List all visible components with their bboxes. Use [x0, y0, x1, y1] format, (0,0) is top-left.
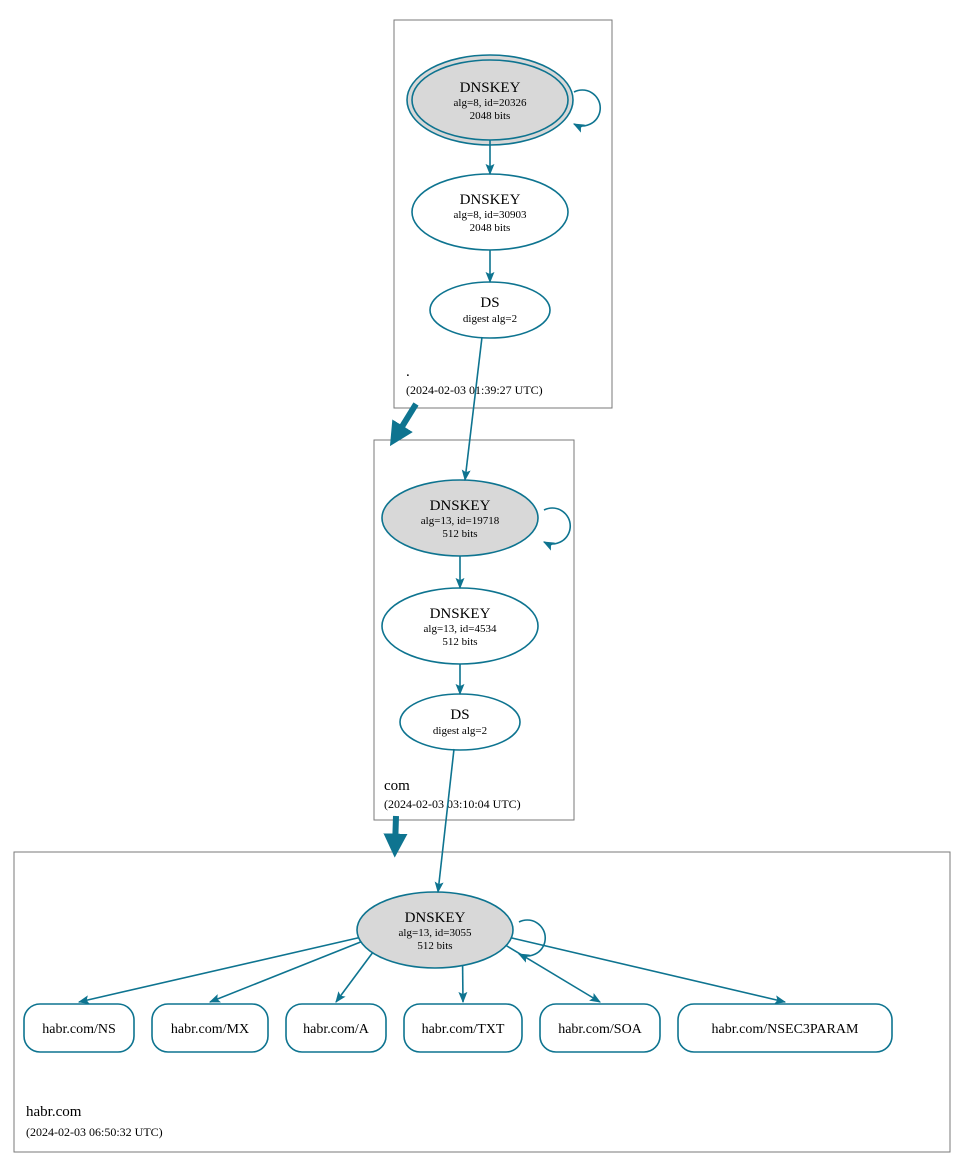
- node-bits-label: 2048 bits: [470, 222, 511, 234]
- leaf-label: habr.com/A: [303, 1022, 370, 1037]
- self-loop-edge: [519, 920, 545, 956]
- node-detail-label: digest alg=2: [433, 725, 487, 737]
- node-type-label: DNSKEY: [460, 80, 521, 96]
- node-com_zsk: DNSKEYalg=13, id=4534512 bits: [382, 588, 538, 664]
- cluster-timestamp: (2024-02-03 06:50:32 UTC): [26, 1125, 163, 1139]
- node-type-label: DNSKEY: [405, 910, 466, 926]
- node-root_zsk: DNSKEYalg=8, id=309032048 bits: [412, 174, 568, 250]
- cluster-timestamp: (2024-02-03 03:10:04 UTC): [384, 797, 521, 811]
- edge: [210, 942, 361, 1002]
- node-bits-label: 2048 bits: [470, 110, 511, 122]
- leaf-label: habr.com/TXT: [422, 1022, 505, 1037]
- cluster-title: com: [384, 778, 410, 794]
- node-root_ds: DS digest alg=2: [430, 282, 550, 338]
- node-type-label: DS: [480, 295, 499, 311]
- node-detail-label: digest alg=2: [463, 313, 517, 325]
- node-detail-label: alg=8, id=30903: [454, 209, 527, 221]
- node-com_ds: DS digest alg=2: [400, 694, 520, 750]
- leaf-label: habr.com/SOA: [558, 1022, 642, 1037]
- node-root_ksk: DNSKEYalg=8, id=203262048 bits: [407, 55, 573, 145]
- node-com_ksk: DNSKEYalg=13, id=19718512 bits: [382, 480, 538, 556]
- cluster-title: .: [406, 364, 410, 380]
- edge: [506, 946, 600, 1002]
- edge: [336, 953, 373, 1002]
- node-type-label: DNSKEY: [430, 498, 491, 514]
- cluster-edge: [395, 816, 396, 848]
- cluster-edge: [395, 404, 416, 438]
- edge: [79, 938, 359, 1002]
- leaf-soa: habr.com/SOA: [540, 1004, 660, 1052]
- node-bits-label: 512 bits: [417, 940, 452, 952]
- node-detail-label: alg=13, id=4534: [424, 623, 497, 635]
- edge: [511, 938, 785, 1002]
- self-loop-edge: [544, 508, 570, 544]
- leaf-n3p: habr.com/NSEC3PARAM: [678, 1004, 892, 1052]
- leaf-a: habr.com/A: [286, 1004, 386, 1052]
- leaf-label: habr.com/MX: [171, 1022, 249, 1037]
- node-detail-label: alg=13, id=3055: [399, 927, 472, 939]
- self-loop-edge: [574, 90, 600, 126]
- node-habr_ksk: DNSKEYalg=13, id=3055512 bits: [357, 892, 513, 968]
- node-detail-label: alg=8, id=20326: [454, 97, 527, 109]
- cluster-habr: habr.com (2024-02-03 06:50:32 UTC): [14, 852, 950, 1152]
- node-bits-label: 512 bits: [442, 636, 477, 648]
- node-type-label: DNSKEY: [430, 606, 491, 622]
- node-type-label: DNSKEY: [460, 192, 521, 208]
- leaf-ns: habr.com/NS: [24, 1004, 134, 1052]
- leaf-label: habr.com/NS: [42, 1022, 116, 1037]
- leaf-mx: habr.com/MX: [152, 1004, 268, 1052]
- node-bits-label: 512 bits: [442, 528, 477, 540]
- cluster-title: habr.com: [26, 1104, 82, 1120]
- leaf-label: habr.com/NSEC3PARAM: [712, 1022, 859, 1037]
- node-detail-label: alg=13, id=19718: [421, 515, 500, 527]
- leaf-txt: habr.com/TXT: [404, 1004, 522, 1052]
- dnssec-diagram: .(2024-02-03 01:39:27 UTC)com(2024-02-03…: [0, 0, 964, 1173]
- node-type-label: DS: [450, 707, 469, 723]
